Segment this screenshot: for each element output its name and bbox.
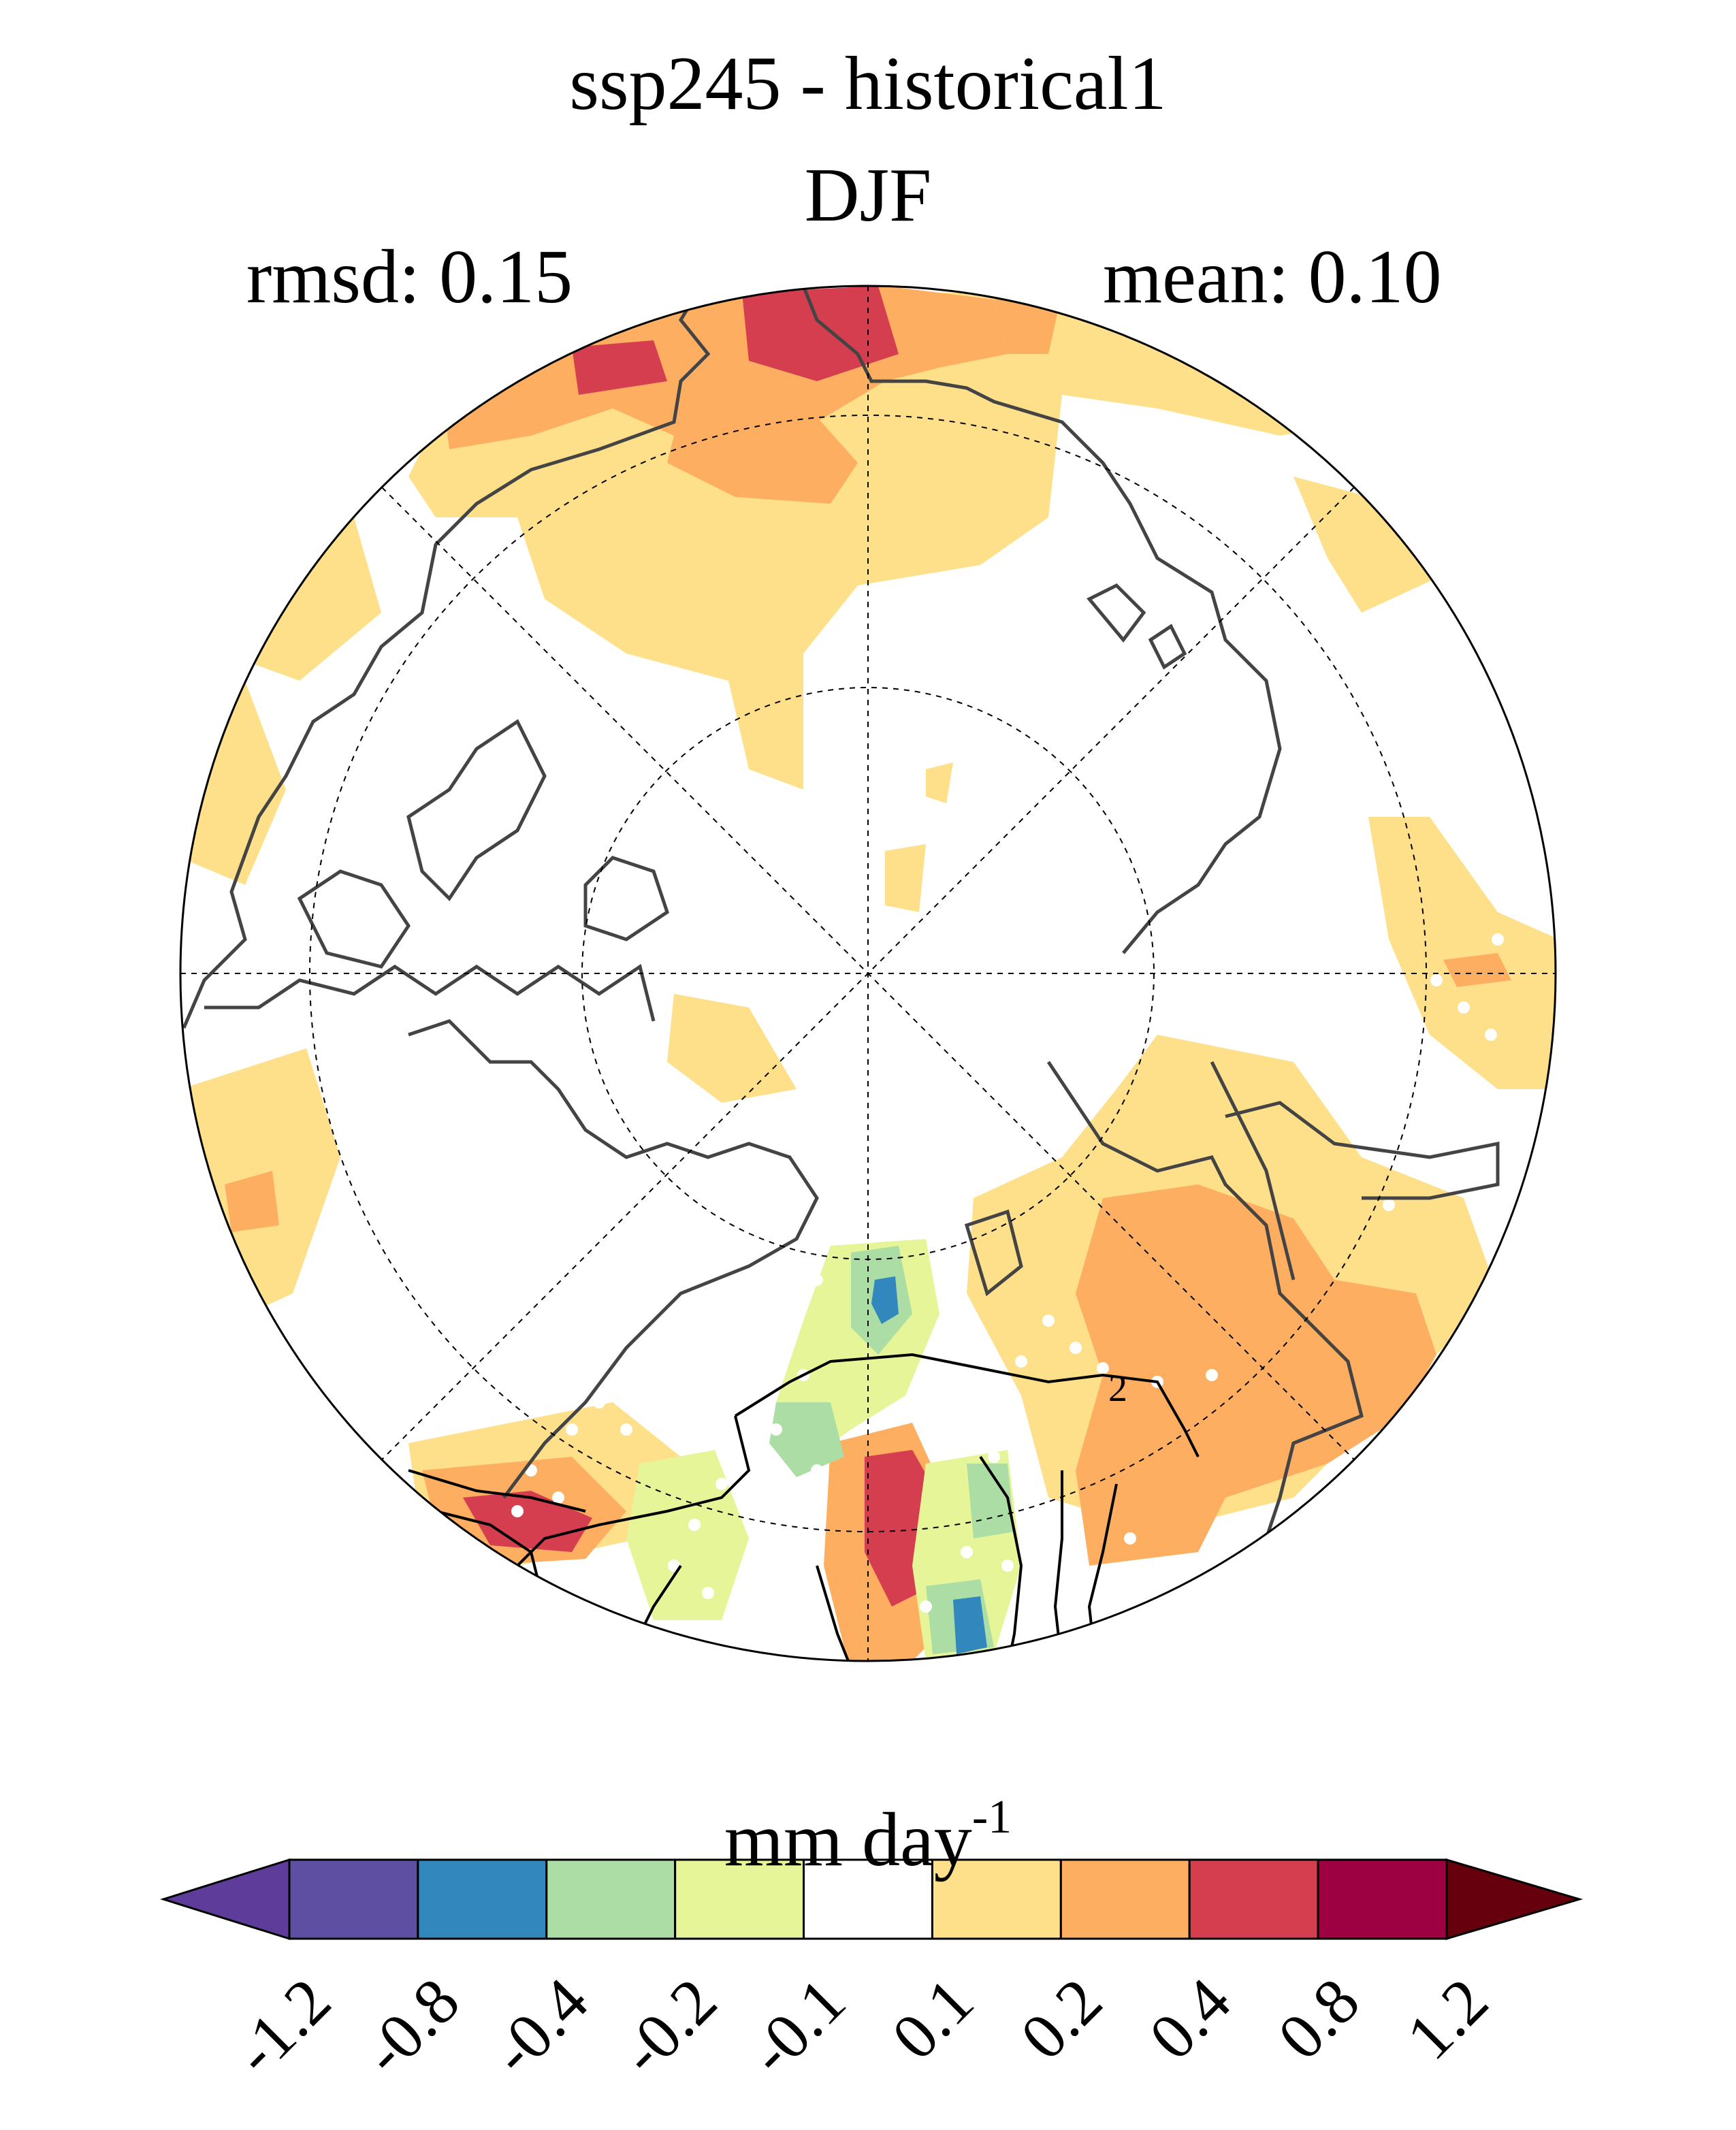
colorbar-bin (1188, 1858, 1319, 1940)
map-field (180, 286, 1556, 1661)
colorbar-bin (1059, 1858, 1191, 1940)
map-boundary (179, 285, 1557, 1662)
colorbar-bin (288, 1858, 419, 1940)
map-title: ssp245 - historical1 (569, 42, 1167, 126)
rmsd-label: rmsd: 0.15 (246, 235, 573, 319)
significance-stippling (511, 933, 1504, 1613)
mean-label: mean: 0.10 (1103, 235, 1442, 319)
colorbar-extend-high (1445, 1858, 1584, 1941)
colorbar-bin (674, 1858, 805, 1940)
graticule (180, 286, 1556, 1661)
precip-anomaly-blue (871, 1276, 987, 1654)
season-label: DJF (804, 153, 932, 238)
colorbar-bin (417, 1858, 548, 1940)
colorbar (159, 1858, 1584, 1941)
coastlines (182, 286, 1500, 1539)
colorbar-bin (803, 1858, 933, 1940)
contour-label: 2 (1108, 1368, 1127, 1410)
colorbar-units: mm day-1 (724, 1791, 1012, 1882)
colorbar-bin (931, 1858, 1062, 1940)
